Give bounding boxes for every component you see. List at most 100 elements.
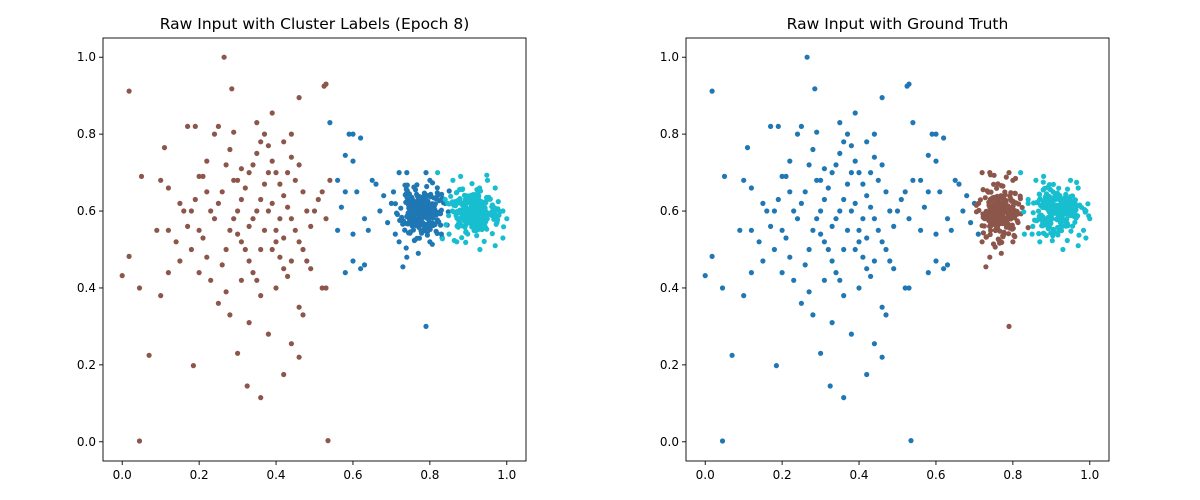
scatter-point (906, 81, 912, 87)
scatter-point (1021, 231, 1027, 237)
scatter-point (423, 170, 429, 176)
scatter-point (1040, 179, 1046, 185)
scatter-point (1017, 193, 1023, 199)
scatter-point (486, 211, 492, 217)
scatter-point (319, 189, 325, 195)
x-tick-label: 0.8 (1003, 468, 1022, 482)
y-tick-label: 1.0 (77, 50, 96, 64)
scatter-point (744, 145, 751, 151)
scatter-point (719, 285, 726, 291)
scatter-point (396, 170, 402, 176)
scatter-point (1010, 225, 1016, 231)
scatter-point (475, 203, 481, 209)
scatter-point (829, 170, 835, 176)
scatter-point (798, 123, 805, 129)
scatter-point (979, 239, 985, 245)
scatter-point (398, 205, 404, 211)
scatter-point (258, 246, 264, 253)
y-tick-label: 0.4 (77, 281, 96, 295)
scatter-point (987, 223, 993, 229)
scatter-point (844, 181, 851, 187)
scatter-point (979, 170, 985, 176)
scatter-point (235, 350, 241, 356)
plot-title: Raw Input with Cluster Labels (Epoch 8) (160, 15, 470, 33)
scatter-point (350, 158, 356, 164)
scatter-point (1012, 190, 1018, 197)
scatter-point (933, 258, 939, 264)
scatter-point (196, 270, 202, 276)
scatter-point (470, 220, 476, 226)
scatter-point (933, 158, 939, 164)
scatter-point (408, 213, 414, 219)
scatter-point (258, 196, 264, 203)
scatter-point (956, 181, 962, 187)
scatter-point (489, 204, 495, 210)
scatter-point (1083, 235, 1089, 241)
scatter-point (1083, 208, 1089, 214)
scatter-point (464, 215, 470, 221)
scatter-point (798, 200, 805, 206)
y-tick-label: 1.0 (660, 50, 679, 64)
scatter-point (281, 193, 287, 199)
scatter-point (975, 231, 981, 237)
scatter-point (265, 208, 271, 214)
scatter-point (871, 341, 878, 347)
scatter-point (1051, 196, 1057, 202)
scatter-point (860, 181, 866, 187)
scatter-point (238, 196, 244, 203)
scatter-point (856, 170, 862, 176)
scatter-point (883, 246, 889, 253)
scatter-point (496, 212, 502, 218)
scatter-point (457, 187, 463, 193)
scatter-point (238, 166, 244, 172)
scatter-point (941, 266, 947, 272)
scatter-point (327, 120, 333, 126)
scatter-point (471, 211, 477, 217)
scatter-point (445, 209, 451, 215)
scatter-point (265, 170, 271, 176)
scatter-point (810, 146, 816, 153)
scatter-point (864, 139, 870, 145)
scatter-point (414, 193, 421, 199)
scatter-point (281, 139, 287, 145)
scatter-point (814, 216, 820, 222)
scatter-point (1072, 219, 1078, 225)
scatter-point (1085, 201, 1091, 207)
x-tick-label: 0.0 (113, 468, 132, 482)
scatter-point (477, 185, 483, 191)
scatter-point (273, 227, 279, 233)
scatter-point (981, 223, 987, 229)
scatter-point (783, 173, 789, 179)
scatter-point (161, 145, 168, 151)
scatter-point (998, 250, 1004, 256)
scatter-point (208, 277, 214, 283)
scatter-point (459, 235, 465, 241)
scatter-point (219, 189, 225, 195)
scatter-point (373, 181, 379, 187)
scatter-point (427, 177, 433, 183)
scatter-point (1061, 195, 1068, 201)
scatter-point (1037, 191, 1043, 198)
scatter-point (471, 196, 477, 203)
scatter-point (721, 173, 728, 179)
scatter-point (273, 170, 279, 176)
scatter-point (296, 354, 302, 360)
scatter-point (464, 220, 470, 226)
x-axis-ticks: 0.0 0.2 0.4 0.6 0.8 1.0 (696, 461, 1099, 482)
scatter-point (300, 189, 306, 195)
scatter-point (829, 258, 835, 264)
scatter-point (277, 254, 283, 260)
axes-frame (102, 37, 527, 462)
scatter-point (221, 54, 227, 60)
x-tick-label: 0.6 (343, 468, 362, 482)
scatter-point (285, 204, 291, 210)
scatter-point (435, 170, 441, 176)
scatter-point (404, 170, 410, 176)
scatter-point (829, 223, 835, 229)
scatter-point (1070, 223, 1076, 229)
scatter-point (489, 231, 495, 237)
scatter-point (242, 246, 248, 253)
scatter-point (994, 185, 1000, 191)
scatter-points (119, 54, 510, 444)
scatter-point (798, 300, 805, 306)
